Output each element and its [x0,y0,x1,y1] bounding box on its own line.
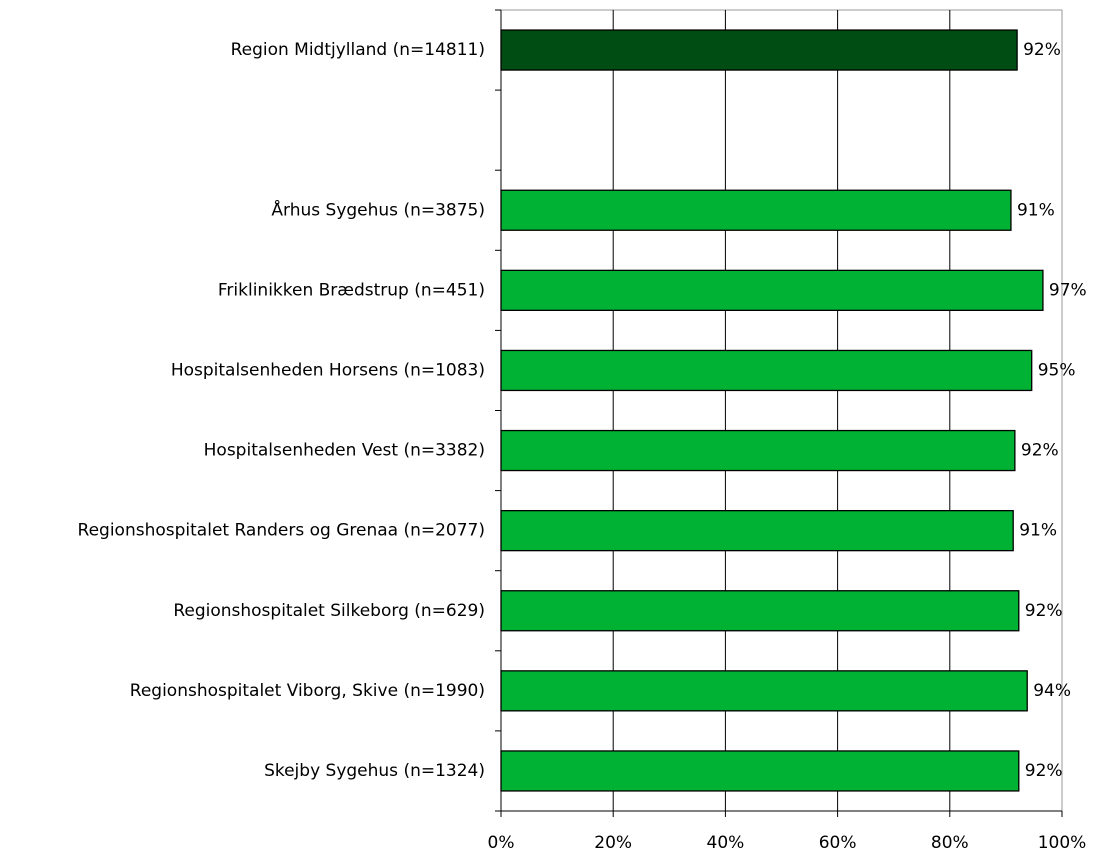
x-tick-label: 0% [488,833,515,853]
data-label: 92% [1025,601,1063,621]
y-tick-label: Århus Sygehus (n=3875) [271,198,485,220]
y-tick-label: Hospitalsenheden Horsens (n=1083) [171,360,485,380]
y-tick-label: Skejby Sygehus (n=1324) [264,761,485,781]
x-tick-label: 40% [707,833,745,853]
y-tick-label: Regionshospitalet Silkeborg (n=629) [173,601,485,621]
bar [500,590,1020,632]
data-label: 92% [1025,761,1063,781]
bar [500,429,1016,472]
x-tick-label: 100% [1038,833,1087,853]
x-tick-label: 20% [594,833,632,853]
x-tick-label: 80% [931,833,969,853]
data-label: 94% [1033,681,1071,701]
bar [500,29,1018,71]
data-label: 92% [1023,40,1061,60]
data-label: 91% [1017,200,1055,220]
data-label: 95% [1038,360,1076,380]
y-tick-label: Friklinikken Brædstrup (n=451) [218,280,485,300]
data-label: 97% [1049,280,1087,300]
bar [500,750,1020,792]
bar [500,509,1014,552]
bar [500,670,1028,712]
bar [500,189,1012,231]
y-tick-label: Regionshospitalet Viborg, Skive (n=1990) [130,681,485,701]
bar [500,269,1044,312]
y-tick-label: Region Midtjylland (n=14811) [231,40,485,60]
data-label: 92% [1021,441,1059,461]
y-tick-label: Regionshospitalet Randers og Grenaa (n=2… [78,521,485,541]
data-label: 91% [1019,521,1057,541]
y-tick-label: Hospitalsenheden Vest (n=3382) [204,441,485,461]
bar [500,349,1033,392]
x-tick-label: 60% [819,833,857,853]
